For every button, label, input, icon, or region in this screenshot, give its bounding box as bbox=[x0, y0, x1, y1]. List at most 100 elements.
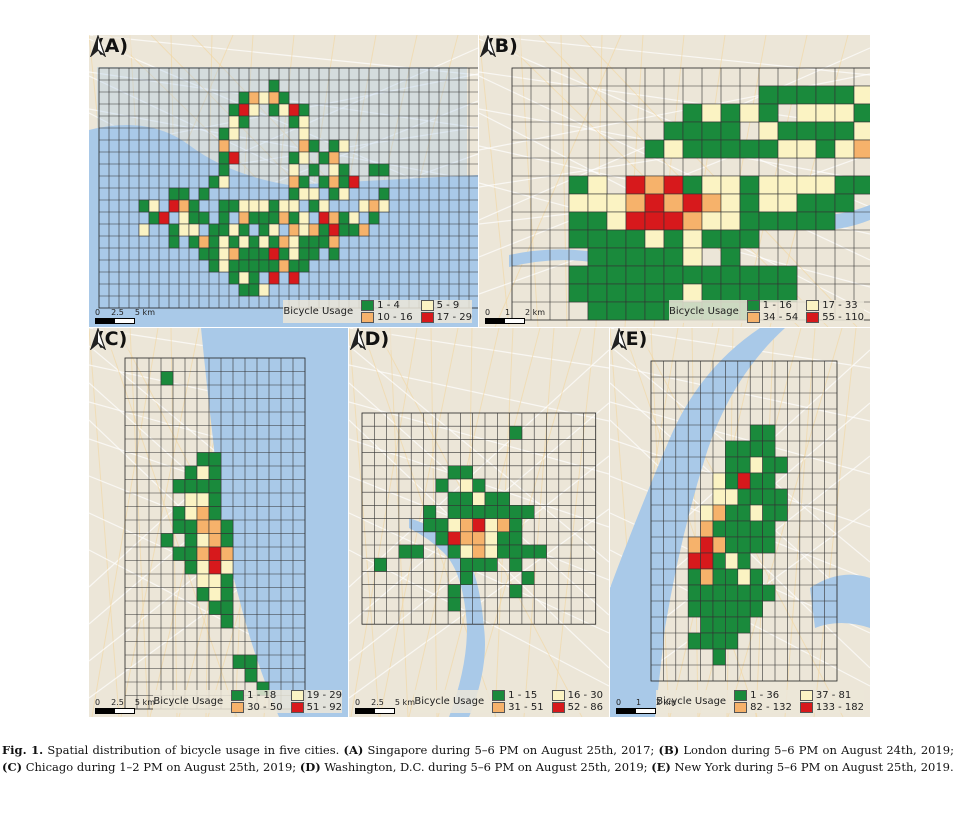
usage-cell bbox=[777, 265, 798, 285]
usage-cell bbox=[298, 259, 310, 273]
usage-cell bbox=[701, 103, 722, 123]
usage-cell bbox=[739, 265, 760, 285]
chicago-map-grid bbox=[89, 328, 348, 717]
usage-cell bbox=[373, 557, 387, 572]
usage-cell bbox=[460, 544, 474, 559]
usage-cell bbox=[172, 519, 186, 534]
usage-cell bbox=[220, 519, 234, 534]
legend: Bicycle Usage 1 - 15 16 - 30 31 - 51 52 … bbox=[414, 690, 603, 713]
usage-cell bbox=[298, 235, 310, 249]
road bbox=[349, 512, 609, 634]
usage-cell bbox=[712, 616, 726, 634]
usage-cell bbox=[198, 247, 210, 261]
usage-cell bbox=[712, 600, 726, 618]
usage-cell bbox=[196, 465, 210, 480]
usage-cell bbox=[378, 199, 390, 213]
usage-cell bbox=[737, 520, 751, 538]
usage-cell bbox=[725, 616, 739, 634]
usage-cell bbox=[484, 505, 498, 519]
usage-cell bbox=[497, 544, 510, 559]
usage-cell bbox=[268, 271, 280, 285]
usage-cell bbox=[815, 139, 836, 159]
scale-label: 5 km bbox=[394, 698, 415, 707]
usage-cell bbox=[188, 235, 200, 249]
usage-cell bbox=[720, 121, 741, 141]
usage-cell bbox=[184, 492, 198, 507]
usage-cell bbox=[368, 163, 380, 177]
usage-cell bbox=[338, 139, 350, 153]
water-body bbox=[610, 328, 785, 717]
usage-cell bbox=[184, 560, 198, 575]
road bbox=[349, 328, 609, 369]
usage-cell bbox=[700, 584, 714, 602]
usage-cell bbox=[148, 199, 160, 213]
usage-cell bbox=[853, 121, 870, 141]
usage-cell bbox=[288, 211, 300, 225]
usage-cell bbox=[298, 175, 310, 189]
legend-swatch bbox=[231, 690, 245, 701]
caption-part-label: (A) bbox=[343, 743, 364, 757]
usage-cell bbox=[720, 247, 741, 267]
usage-cell bbox=[700, 616, 714, 634]
usage-cell bbox=[644, 283, 665, 303]
usage-cell bbox=[308, 247, 320, 261]
usage-cell bbox=[196, 492, 210, 507]
usage-cell bbox=[218, 163, 230, 177]
usage-cell bbox=[258, 223, 270, 237]
usage-cell bbox=[268, 91, 280, 105]
usage-cell bbox=[568, 193, 589, 213]
usage-cell bbox=[278, 235, 290, 249]
usage-cell bbox=[644, 265, 665, 285]
legend-swatch bbox=[420, 300, 434, 311]
road bbox=[519, 35, 539, 327]
usage-cell bbox=[725, 440, 739, 458]
usage-cell bbox=[725, 472, 739, 490]
usage-cell bbox=[318, 223, 330, 237]
usage-cell bbox=[834, 121, 855, 141]
legend-class-4: 52 - 86 bbox=[567, 702, 603, 713]
usage-cell bbox=[208, 479, 222, 494]
road bbox=[89, 328, 120, 717]
usage-cell bbox=[712, 520, 726, 538]
usage-cell bbox=[663, 175, 684, 195]
usage-cell bbox=[298, 127, 310, 141]
usage-cell bbox=[423, 505, 437, 519]
road bbox=[466, 328, 582, 717]
legend-title: Bicycle Usage bbox=[668, 306, 739, 317]
usage-cell bbox=[208, 560, 222, 575]
usage-cell bbox=[762, 456, 776, 474]
usage-cell bbox=[758, 85, 779, 105]
usage-cell bbox=[288, 235, 300, 249]
scale-label: 1 bbox=[504, 308, 511, 317]
legend-class-2: 16 - 30 bbox=[567, 690, 603, 701]
usage-cell bbox=[663, 229, 684, 249]
usage-cell bbox=[318, 175, 330, 189]
usage-cell bbox=[737, 568, 751, 586]
legend: Bicycle Usage 1 - 4 5 - 9 10 - 16 17 - 2… bbox=[283, 300, 472, 323]
usage-cell bbox=[228, 127, 240, 141]
figure-caption: Fig. 1. Spatial distribution of bicycle … bbox=[2, 742, 954, 776]
scale-bar: 0 2.5 5 km bbox=[95, 698, 155, 714]
usage-cell bbox=[472, 518, 486, 533]
usage-cell bbox=[644, 229, 665, 249]
usage-cell bbox=[196, 506, 210, 521]
usage-cell bbox=[472, 491, 486, 506]
usage-cell bbox=[521, 571, 535, 585]
usage-cell bbox=[238, 115, 250, 129]
scale-bar: 0 1 2 km bbox=[616, 698, 676, 714]
usage-cell bbox=[568, 265, 589, 285]
usage-cell bbox=[460, 465, 474, 480]
usage-cell bbox=[460, 557, 474, 572]
usage-cell bbox=[410, 544, 424, 559]
usage-cell bbox=[737, 504, 751, 522]
usage-cell bbox=[447, 584, 461, 599]
legend-swatch bbox=[799, 702, 813, 713]
usage-cell bbox=[606, 247, 627, 267]
usage-cell bbox=[248, 271, 260, 285]
usage-cell bbox=[587, 247, 608, 267]
usage-cell bbox=[774, 488, 788, 506]
road bbox=[129, 328, 149, 717]
usage-cell bbox=[777, 175, 798, 195]
usage-cell bbox=[644, 193, 665, 213]
usage-cell bbox=[184, 506, 198, 521]
